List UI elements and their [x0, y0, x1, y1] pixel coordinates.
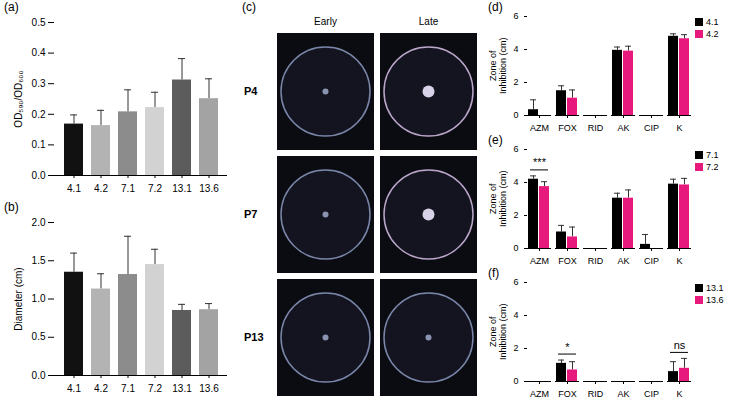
svg-text:0: 0 — [513, 376, 518, 386]
html-text:(f): (f) — [488, 266, 500, 280]
svg-text:7.2: 7.2 — [148, 183, 162, 194]
svg-text:AK: AK — [617, 123, 629, 133]
svg-text:0.0: 0.0 — [32, 370, 46, 381]
svg-text:1.0: 1.0 — [32, 293, 46, 304]
html-text:13.1: 13.1 — [706, 283, 724, 293]
svg-text:AZM: AZM — [530, 389, 549, 399]
html-text:(d): (d) — [488, 0, 503, 14]
html-text:4.2: 4.2 — [706, 29, 719, 39]
svg-text:0: 0 — [513, 110, 518, 120]
html-text:13.6: 13.6 — [706, 295, 724, 305]
svg-text:7.1: 7.1 — [121, 183, 135, 194]
svg-text:OD₅₉₀/OD₆₀₀: OD₅₉₀/OD₆₀₀ — [13, 70, 24, 127]
svg-text:K: K — [676, 389, 682, 399]
svg-text:CIP: CIP — [644, 389, 659, 399]
svg-text:CIP: CIP — [644, 123, 659, 133]
svg-text:RID: RID — [588, 389, 604, 399]
html-text:7.1: 7.1 — [706, 150, 719, 160]
svg-text:RID: RID — [588, 123, 604, 133]
html-text:(a): (a) — [4, 0, 19, 14]
svg-text:ns: ns — [674, 339, 686, 351]
svg-text:4: 4 — [513, 310, 518, 320]
html-text:(c): (c) — [242, 0, 256, 14]
svg-text:7.2: 7.2 — [148, 383, 162, 394]
svg-text:AK: AK — [617, 389, 629, 399]
svg-text:7.1: 7.1 — [121, 383, 135, 394]
svg-text:1.5: 1.5 — [32, 255, 46, 266]
svg-text:0.4: 0.4 — [32, 47, 46, 58]
html-text:P13: P13 — [244, 330, 264, 343]
svg-text:4.2: 4.2 — [94, 383, 108, 394]
svg-text:6: 6 — [513, 144, 518, 154]
svg-text:0.5: 0.5 — [32, 331, 46, 342]
html-text:P7: P7 — [244, 207, 258, 220]
svg-text:FOX: FOX — [558, 123, 577, 133]
svg-text:4: 4 — [513, 44, 518, 54]
svg-text:CIP: CIP — [644, 256, 659, 266]
svg-text:AZM: AZM — [530, 256, 549, 266]
svg-text:6: 6 — [513, 11, 518, 21]
svg-text:AZM: AZM — [530, 123, 549, 133]
svg-text:2.0: 2.0 — [32, 217, 46, 228]
svg-text:4.1: 4.1 — [67, 383, 81, 394]
html-text:(e): (e) — [488, 133, 503, 147]
svg-text:2: 2 — [513, 77, 518, 87]
html-text:P4: P4 — [244, 84, 258, 97]
html-text:Zone of Inhibition (cm): Zone of Inhibition (cm) — [488, 37, 508, 94]
svg-text:K: K — [676, 123, 682, 133]
svg-text:0.2: 0.2 — [32, 109, 46, 120]
html-text:(b): (b) — [4, 200, 19, 214]
html-text:7.2: 7.2 — [706, 162, 719, 172]
svg-text:K: K — [676, 256, 682, 266]
html-text:Zone of Inhibition (cm): Zone of Inhibition (cm) — [488, 170, 508, 227]
svg-text:4: 4 — [513, 177, 518, 187]
svg-text:FOX: FOX — [558, 256, 577, 266]
svg-text:*: * — [565, 341, 570, 353]
svg-text:13.1: 13.1 — [172, 383, 192, 394]
svg-text:13.6: 13.6 — [199, 383, 219, 394]
svg-text:AK: AK — [617, 256, 629, 266]
svg-text:RID: RID — [588, 256, 604, 266]
svg-text:0: 0 — [513, 243, 518, 253]
html-text:Zone of Inhibition (cm): Zone of Inhibition (cm) — [488, 303, 508, 360]
html-text:Late: Late — [418, 16, 439, 27]
svg-text:***: *** — [533, 156, 547, 168]
svg-text:2: 2 — [513, 210, 518, 220]
svg-text:2: 2 — [513, 343, 518, 353]
svg-text:4.1: 4.1 — [67, 183, 81, 194]
svg-text:6: 6 — [513, 277, 518, 287]
svg-text:4.2: 4.2 — [94, 183, 108, 194]
html-text:4.1: 4.1 — [706, 17, 719, 27]
svg-text:Diameter (cm): Diameter (cm) — [13, 267, 24, 330]
svg-text:13.6: 13.6 — [199, 183, 219, 194]
svg-text:0.3: 0.3 — [32, 78, 46, 89]
svg-text:0.5: 0.5 — [32, 17, 46, 28]
svg-text:13.1: 13.1 — [172, 183, 192, 194]
svg-text:0.1: 0.1 — [32, 139, 46, 150]
html-text:Early: Early — [314, 16, 337, 27]
svg-text:FOX: FOX — [558, 389, 577, 399]
svg-text:0.0: 0.0 — [32, 170, 46, 181]
